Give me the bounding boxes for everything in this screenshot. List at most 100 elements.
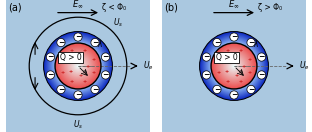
Circle shape: [208, 41, 260, 91]
Circle shape: [74, 91, 82, 99]
Circle shape: [257, 71, 266, 79]
Circle shape: [53, 41, 103, 91]
Circle shape: [56, 43, 100, 89]
Circle shape: [207, 39, 261, 93]
Circle shape: [203, 35, 265, 97]
Circle shape: [58, 46, 98, 86]
Circle shape: [233, 65, 235, 67]
Circle shape: [72, 60, 84, 72]
Text: +: +: [239, 79, 243, 84]
Text: $\lambda$: $\lambda$: [97, 38, 103, 49]
Circle shape: [216, 48, 252, 84]
Circle shape: [61, 49, 95, 83]
Circle shape: [212, 44, 256, 88]
Circle shape: [204, 36, 264, 96]
Text: $U_e$: $U_e$: [143, 60, 154, 72]
Circle shape: [50, 38, 106, 94]
Text: +: +: [83, 79, 87, 84]
Circle shape: [51, 40, 105, 92]
Circle shape: [51, 39, 105, 93]
Text: −: −: [102, 70, 109, 79]
Circle shape: [53, 41, 103, 91]
Circle shape: [226, 58, 242, 74]
Circle shape: [68, 56, 88, 76]
Circle shape: [63, 51, 93, 81]
Circle shape: [233, 65, 235, 67]
Circle shape: [45, 32, 111, 100]
Text: $U_s$: $U_s$: [73, 119, 83, 131]
Text: +: +: [83, 48, 87, 53]
Text: −: −: [231, 90, 237, 100]
Circle shape: [209, 41, 259, 91]
Circle shape: [205, 37, 263, 95]
Circle shape: [65, 53, 91, 79]
Circle shape: [210, 42, 258, 90]
Text: −: −: [58, 38, 64, 47]
Circle shape: [44, 32, 112, 100]
Circle shape: [222, 54, 246, 78]
Circle shape: [200, 32, 268, 100]
Circle shape: [214, 46, 254, 86]
Circle shape: [221, 53, 247, 79]
Circle shape: [70, 58, 86, 74]
Circle shape: [47, 35, 109, 97]
Circle shape: [52, 40, 104, 92]
Circle shape: [76, 64, 80, 68]
Circle shape: [232, 64, 236, 68]
Circle shape: [62, 50, 94, 82]
Circle shape: [101, 71, 110, 79]
Circle shape: [206, 38, 262, 94]
Text: +: +: [60, 70, 64, 75]
Circle shape: [48, 36, 108, 96]
Circle shape: [62, 50, 94, 82]
Circle shape: [73, 61, 83, 71]
Circle shape: [230, 91, 238, 99]
Circle shape: [210, 43, 258, 89]
Circle shape: [200, 32, 268, 100]
Circle shape: [45, 33, 111, 99]
Circle shape: [49, 37, 107, 95]
Circle shape: [51, 39, 105, 93]
Circle shape: [57, 85, 65, 94]
Circle shape: [217, 50, 251, 82]
Circle shape: [91, 85, 99, 94]
Circle shape: [45, 33, 111, 99]
Circle shape: [207, 39, 261, 93]
Circle shape: [223, 55, 245, 77]
Circle shape: [70, 57, 86, 75]
Circle shape: [46, 34, 110, 98]
Circle shape: [77, 65, 79, 67]
Circle shape: [63, 51, 93, 81]
Circle shape: [212, 43, 256, 89]
Text: +: +: [224, 58, 228, 63]
Circle shape: [212, 45, 256, 87]
Circle shape: [230, 62, 238, 70]
Circle shape: [210, 42, 258, 90]
Circle shape: [213, 85, 221, 94]
Circle shape: [71, 59, 85, 73]
Circle shape: [61, 50, 95, 82]
Text: +: +: [216, 70, 220, 75]
Circle shape: [66, 54, 90, 78]
Text: +: +: [79, 54, 83, 59]
Circle shape: [200, 32, 268, 100]
Circle shape: [47, 36, 109, 96]
Circle shape: [44, 32, 112, 100]
Text: $U_s$: $U_s$: [113, 17, 123, 29]
Circle shape: [205, 37, 263, 95]
Circle shape: [46, 71, 55, 79]
Circle shape: [51, 39, 105, 93]
Circle shape: [202, 53, 211, 61]
Text: +: +: [69, 48, 73, 53]
Text: +: +: [85, 63, 90, 69]
Circle shape: [47, 35, 109, 97]
Circle shape: [46, 34, 110, 98]
Circle shape: [233, 65, 235, 67]
Circle shape: [211, 43, 257, 89]
Circle shape: [200, 32, 268, 100]
Text: +: +: [235, 73, 239, 78]
Circle shape: [230, 33, 238, 41]
Circle shape: [49, 37, 107, 95]
Text: +: +: [248, 57, 252, 62]
Circle shape: [228, 60, 240, 72]
